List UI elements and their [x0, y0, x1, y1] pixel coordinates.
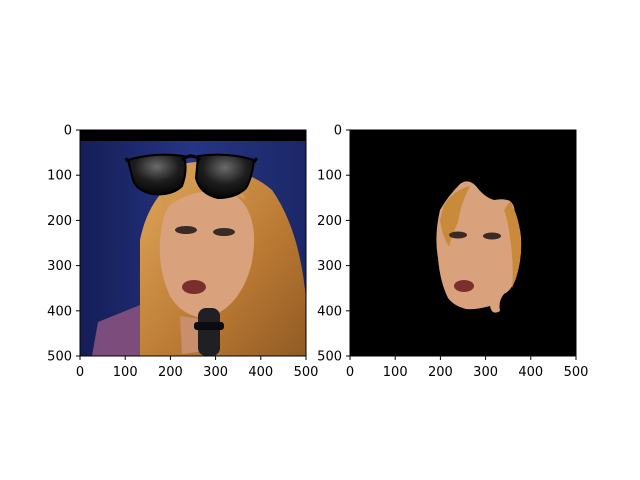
left-y-tick-label: 200: [47, 214, 72, 229]
right-y-tick-label: 0: [334, 124, 342, 139]
left-y-tick-label: 500: [47, 350, 72, 365]
right-y-tick-label: 200: [317, 214, 342, 229]
black-top-band: [80, 130, 306, 141]
left-x-tick-label: 100: [113, 365, 138, 380]
left-y-tick-label: 300: [47, 259, 72, 274]
right-y-tick-label: 300: [317, 259, 342, 274]
left-x-tick-label: 500: [294, 365, 319, 380]
right-y-tick-label: 100: [317, 169, 342, 184]
right-x-tick-label: 500: [564, 365, 589, 380]
right-x-tick-label: 0: [346, 365, 354, 380]
left-x-tick-label: 400: [248, 365, 273, 380]
right-x-tick-label: 300: [473, 365, 498, 380]
left-y-tick-label: 100: [47, 169, 72, 184]
ticks-layer: 0 100 200 300 400 500 0 100 200 300 400 500 0 100 200 3…: [47, 124, 588, 381]
left-image: [80, 130, 306, 356]
left-x-tick-label: 300: [203, 365, 228, 380]
right-x-tick-label: 100: [383, 365, 408, 380]
left-panel: [79, 129, 307, 357]
sunglasses: [124, 153, 259, 200]
left-x-tick-label: 200: [158, 365, 183, 380]
right-panel: [349, 129, 577, 357]
left-x-tick-label: 0: [76, 365, 84, 380]
right-image: [350, 130, 576, 356]
right-y-tick-label: 500: [317, 350, 342, 365]
right-y-tick-label: 400: [317, 304, 342, 319]
right-x-tick-label: 200: [428, 365, 453, 380]
left-y-tick-label: 400: [47, 304, 72, 319]
right-x-tick-label: 400: [518, 365, 543, 380]
left-y-tick-label: 0: [64, 124, 72, 139]
